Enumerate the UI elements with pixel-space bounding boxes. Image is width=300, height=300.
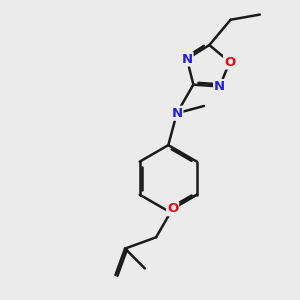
Text: N: N [171,107,182,120]
Text: O: O [167,202,178,215]
Text: O: O [224,56,235,68]
Text: N: N [182,52,193,65]
Text: N: N [214,80,225,93]
